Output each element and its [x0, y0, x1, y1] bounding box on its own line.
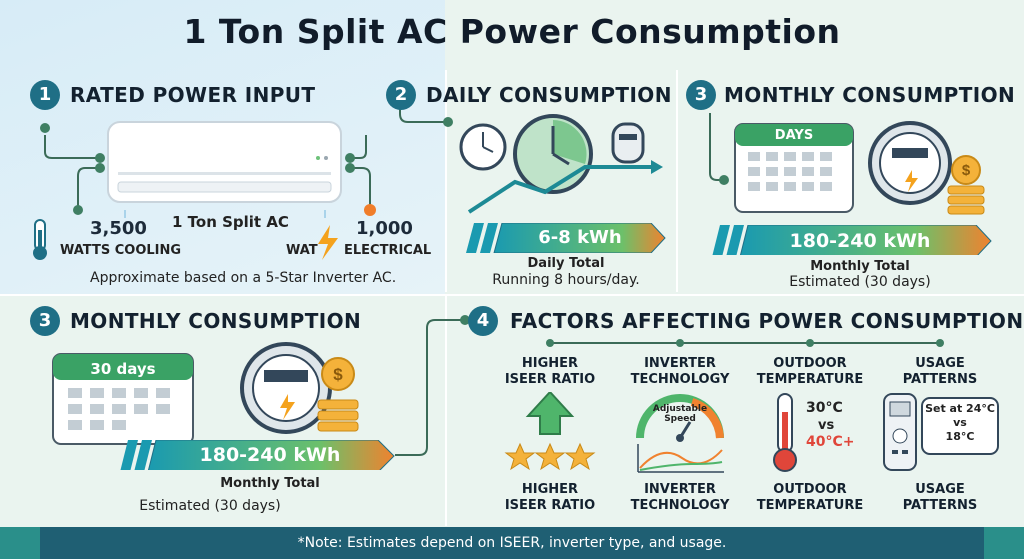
usage-bubble: Set at 24°C vs 18°C — [925, 402, 995, 443]
monthly-value: 180-240 kWh — [199, 444, 341, 466]
divider — [445, 296, 447, 526]
factor-inverter-top: INVERTER TECHNOLOGY — [630, 356, 730, 387]
panel-number-badge: 2 — [386, 80, 416, 110]
panel-number-badge: 3 — [686, 80, 716, 110]
page-title: 1 Ton Split AC Power Consumption — [183, 12, 841, 51]
watt-label: WAT — [286, 243, 318, 258]
calendar-label: 30 days — [90, 360, 156, 378]
factor-temperature-bottom: OUTDOOR TEMPERATURE — [756, 482, 864, 513]
monthly-caption-title: Monthly Total — [220, 476, 320, 491]
panel-heading: MONTHLY CONSUMPTION — [724, 83, 1016, 107]
iseer-arrow-stars-icon — [504, 392, 596, 471]
daily-caption-sub: Running 8 hours/day. — [492, 272, 640, 288]
ac-unit-illustration — [33, 121, 376, 260]
monthly-band — [712, 225, 992, 255]
monthly-caption-sub: Estimated (30 days) — [789, 274, 931, 290]
remote-control-icon — [883, 393, 999, 471]
connector-line — [399, 100, 453, 127]
gauge-label: Adjustable Speed — [652, 404, 708, 424]
daily-band — [466, 223, 666, 253]
divider — [0, 294, 1024, 296]
monthly-band — [120, 440, 395, 470]
calendar-meter-illustration: $ — [52, 342, 359, 445]
decorative-tile — [984, 527, 1024, 559]
decorative-tile — [0, 527, 40, 559]
calendar-meter-illustration: $ — [709, 113, 985, 215]
factor-usage-top: USAGE PATTERNS — [902, 356, 978, 387]
panel-heading: FACTORS AFFECTING POWER CONSUMPTION — [510, 309, 1024, 333]
divider — [445, 70, 447, 292]
panel-number-badge: 3 — [30, 306, 60, 336]
panel-heading: MONTHLY CONSUMPTION — [70, 309, 362, 333]
factor-iseer-bottom: HIGHER ISEER RATIO — [504, 482, 596, 513]
electrical-value: 1,000 — [356, 218, 413, 239]
inverter-gauge-icon — [636, 394, 724, 473]
clock-illustration — [459, 114, 663, 214]
footer-note: *Note: Estimates depend on ISEER, invert… — [297, 535, 727, 551]
connector-line — [395, 315, 470, 456]
footer-bar: *Note: Estimates depend on ISEER, invert… — [0, 527, 1024, 559]
temp-vs: vs — [818, 418, 835, 433]
panel1-note: Approximate based on a 5-Star Inverter A… — [90, 270, 397, 286]
svg-text:$: $ — [333, 365, 343, 384]
panel-number-badge: 1 — [30, 80, 60, 110]
svg-text:$: $ — [962, 162, 971, 179]
factor-iseer-top: HIGHER ISEER RATIO — [504, 356, 596, 387]
panel-heading: DAILY CONSUMPTION — [426, 83, 672, 107]
factor-inverter-bottom: INVERTER TECHNOLOGY — [630, 482, 730, 513]
monthly-value: 180-240 kWh — [789, 230, 931, 252]
temp-low: 30°C — [806, 400, 843, 416]
cooling-label: WATTS COOLING — [60, 243, 182, 258]
ac-label: 1 Ton Split AC — [172, 213, 289, 231]
factor-usage-bottom: USAGE PATTERNS — [902, 482, 978, 513]
panel-number-badge: 4 — [468, 306, 498, 336]
factor-connector-line — [546, 339, 944, 347]
monthly-caption-sub: Estimated (30 days) — [139, 498, 281, 514]
daily-caption-title: Daily Total — [527, 256, 605, 271]
electrical-label: ELECTRICAL — [344, 243, 432, 258]
temp-high: 40°C+ — [806, 434, 855, 450]
factor-temperature-top: OUTDOOR TEMPERATURE — [756, 356, 864, 387]
divider — [676, 70, 678, 292]
daily-value: 6-8 kWh — [538, 227, 622, 248]
panel-heading: RATED POWER INPUT — [70, 83, 316, 107]
monthly-caption-title: Monthly Total — [810, 259, 910, 274]
calendar-label: DAYS — [774, 128, 814, 143]
thermometer-icon — [773, 393, 797, 472]
cooling-value: 3,500 — [90, 218, 147, 239]
